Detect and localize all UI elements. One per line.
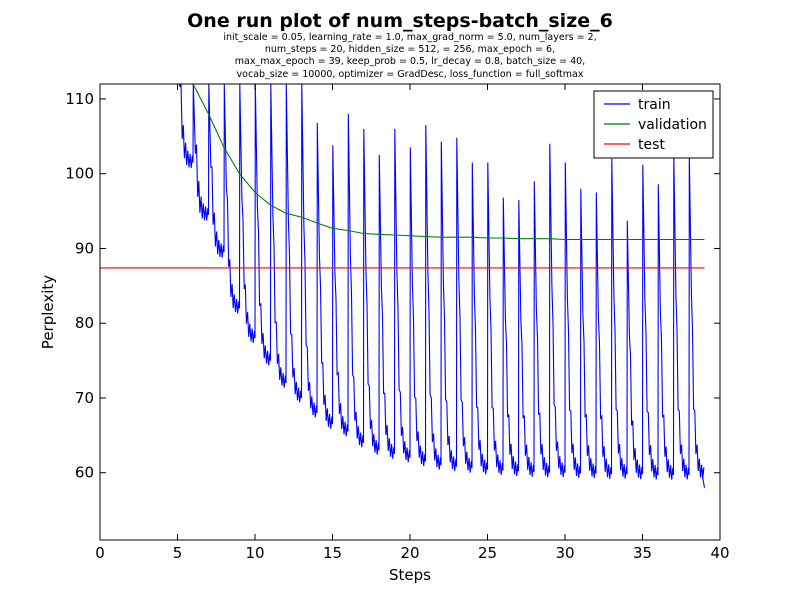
x-tick-label: 40 xyxy=(710,544,729,562)
legend-label-train: train xyxy=(638,97,671,113)
y-axis-label: Perplexity xyxy=(39,275,57,349)
x-tick-label: 5 xyxy=(173,544,183,562)
subtitle-line: max_max_epoch = 39, keep_prob = 0.5, lr_… xyxy=(235,56,585,67)
x-tick-label: 20 xyxy=(400,544,419,562)
series-layer xyxy=(100,84,706,488)
y-axis: 60 70 80 90 100 110 xyxy=(65,90,720,482)
x-tick-label: 25 xyxy=(478,544,497,562)
y-tick-label: 90 xyxy=(75,239,94,257)
subtitle-line: init_scale = 0.05, learning_rate = 1.0, … xyxy=(223,32,596,43)
y-tick-label: 70 xyxy=(75,389,94,407)
x-tick-label: 30 xyxy=(555,544,574,562)
legend: train validation test xyxy=(593,90,714,159)
x-tick-label: 10 xyxy=(245,544,264,562)
legend-label-test: test xyxy=(638,137,665,153)
subtitle-line: vocab_size = 10000, optimizer = GradDesc… xyxy=(237,69,584,80)
x-axis: 0 5 10 15 20 25 30 35 40 xyxy=(95,84,730,562)
x-axis-label: Steps xyxy=(389,566,431,584)
train-line xyxy=(179,84,706,488)
chart-title: One run plot of num_steps-batch_size_6 xyxy=(187,10,613,32)
x-tick-label: 35 xyxy=(633,544,652,562)
chart-subtitle: init_scale = 0.05, learning_rate = 1.0, … xyxy=(223,32,596,80)
subtitle-line: num_steps = 20, hidden_size = 512, = 256… xyxy=(265,44,555,55)
validation-line xyxy=(192,84,705,241)
y-tick-label: 80 xyxy=(75,314,94,332)
x-tick-label: 0 xyxy=(95,544,105,562)
y-tick-label: 110 xyxy=(65,90,94,108)
x-tick-label: 15 xyxy=(323,544,342,562)
legend-label-validation: validation xyxy=(638,117,707,133)
y-tick-label: 60 xyxy=(75,464,94,482)
y-tick-label: 100 xyxy=(65,165,94,183)
